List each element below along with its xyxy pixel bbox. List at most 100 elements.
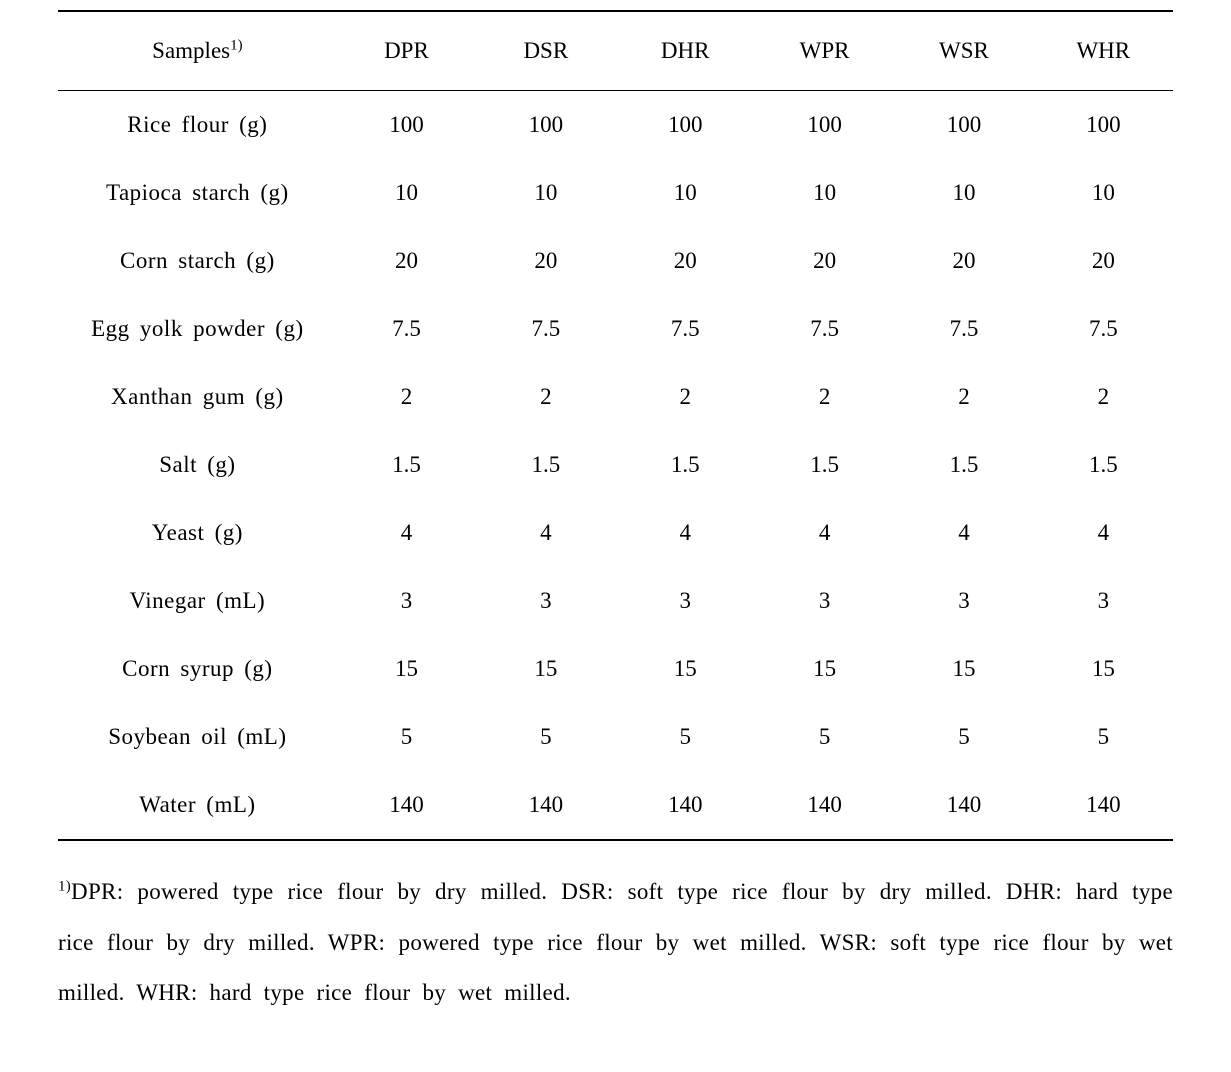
footnote-super: 1)	[58, 878, 71, 894]
header-col: DSR	[476, 11, 615, 91]
cell-value: 3	[337, 567, 476, 635]
cell-value: 2	[616, 363, 755, 431]
cell-value: 5	[337, 703, 476, 771]
table-row: Water (mL)140140140140140140	[58, 771, 1173, 840]
cell-value: 20	[1034, 227, 1173, 295]
cell-value: 5	[1034, 703, 1173, 771]
ingredient-label: Water (mL)	[58, 771, 337, 840]
cell-value: 4	[616, 499, 755, 567]
cell-value: 2	[476, 363, 615, 431]
cell-value: 15	[616, 635, 755, 703]
cell-value: 100	[755, 91, 894, 160]
formulation-table: Samples1) DPR DSR DHR WPR WSR WHR Rice f…	[58, 10, 1173, 841]
ingredient-label: Xanthan gum (g)	[58, 363, 337, 431]
table-row: Rice flour (g)100100100100100100	[58, 91, 1173, 160]
cell-value: 15	[894, 635, 1033, 703]
cell-value: 3	[1034, 567, 1173, 635]
cell-value: 7.5	[755, 295, 894, 363]
ingredient-label: Corn syrup (g)	[58, 635, 337, 703]
header-col: WHR	[1034, 11, 1173, 91]
cell-value: 140	[894, 771, 1033, 840]
cell-value: 15	[755, 635, 894, 703]
header-col: DHR	[616, 11, 755, 91]
cell-value: 100	[894, 91, 1033, 160]
table-row: Salt (g)1.51.51.51.51.51.5	[58, 431, 1173, 499]
header-samples-super: 1)	[230, 37, 242, 53]
cell-value: 7.5	[894, 295, 1033, 363]
ingredient-label: Vinegar (mL)	[58, 567, 337, 635]
table-row: Soybean oil (mL)555555	[58, 703, 1173, 771]
cell-value: 140	[755, 771, 894, 840]
cell-value: 20	[755, 227, 894, 295]
cell-value: 10	[616, 159, 755, 227]
cell-value: 15	[337, 635, 476, 703]
cell-value: 2	[894, 363, 1033, 431]
cell-value: 5	[894, 703, 1033, 771]
cell-value: 3	[755, 567, 894, 635]
cell-value: 5	[616, 703, 755, 771]
ingredient-label: Egg yolk powder (g)	[58, 295, 337, 363]
cell-value: 2	[337, 363, 476, 431]
cell-value: 5	[755, 703, 894, 771]
cell-value: 4	[337, 499, 476, 567]
cell-value: 4	[476, 499, 615, 567]
ingredient-label: Yeast (g)	[58, 499, 337, 567]
table-row: Corn starch (g)202020202020	[58, 227, 1173, 295]
table-footnote: 1)DPR: powered type rice flour by dry mi…	[58, 867, 1173, 1019]
cell-value: 5	[476, 703, 615, 771]
cell-value: 1.5	[894, 431, 1033, 499]
cell-value: 7.5	[616, 295, 755, 363]
cell-value: 20	[894, 227, 1033, 295]
cell-value: 4	[894, 499, 1033, 567]
cell-value: 100	[616, 91, 755, 160]
cell-value: 1.5	[755, 431, 894, 499]
cell-value: 20	[616, 227, 755, 295]
cell-value: 4	[1034, 499, 1173, 567]
cell-value: 140	[1034, 771, 1173, 840]
cell-value: 15	[476, 635, 615, 703]
cell-value: 100	[337, 91, 476, 160]
cell-value: 7.5	[476, 295, 615, 363]
cell-value: 10	[755, 159, 894, 227]
cell-value: 2	[755, 363, 894, 431]
ingredient-label: Salt (g)	[58, 431, 337, 499]
cell-value: 3	[894, 567, 1033, 635]
cell-value: 7.5	[1034, 295, 1173, 363]
cell-value: 15	[1034, 635, 1173, 703]
table-row: Egg yolk powder (g)7.57.57.57.57.57.5	[58, 295, 1173, 363]
header-col: WSR	[894, 11, 1033, 91]
table-body: Rice flour (g)100100100100100100Tapioca …	[58, 91, 1173, 841]
cell-value: 140	[337, 771, 476, 840]
cell-value: 20	[476, 227, 615, 295]
footnote-text: DPR: powered type rice flour by dry mill…	[58, 879, 1173, 1005]
table-row: Xanthan gum (g)222222	[58, 363, 1173, 431]
cell-value: 1.5	[337, 431, 476, 499]
cell-value: 20	[337, 227, 476, 295]
cell-value: 1.5	[616, 431, 755, 499]
table-row: Corn syrup (g)151515151515	[58, 635, 1173, 703]
cell-value: 10	[1034, 159, 1173, 227]
cell-value: 10	[476, 159, 615, 227]
cell-value: 10	[894, 159, 1033, 227]
cell-value: 3	[616, 567, 755, 635]
cell-value: 100	[1034, 91, 1173, 160]
cell-value: 10	[337, 159, 476, 227]
header-col: DPR	[337, 11, 476, 91]
cell-value: 1.5	[1034, 431, 1173, 499]
ingredient-label: Soybean oil (mL)	[58, 703, 337, 771]
cell-value: 3	[476, 567, 615, 635]
cell-value: 7.5	[337, 295, 476, 363]
cell-value: 140	[616, 771, 755, 840]
header-samples-text: Samples	[152, 38, 230, 63]
cell-value: 1.5	[476, 431, 615, 499]
cell-value: 140	[476, 771, 615, 840]
cell-value: 4	[755, 499, 894, 567]
ingredient-label: Tapioca starch (g)	[58, 159, 337, 227]
header-samples: Samples1)	[58, 11, 337, 91]
ingredient-label: Rice flour (g)	[58, 91, 337, 160]
cell-value: 2	[1034, 363, 1173, 431]
header-col: WPR	[755, 11, 894, 91]
table-header-row: Samples1) DPR DSR DHR WPR WSR WHR	[58, 11, 1173, 91]
cell-value: 100	[476, 91, 615, 160]
table-row: Tapioca starch (g)101010101010	[58, 159, 1173, 227]
